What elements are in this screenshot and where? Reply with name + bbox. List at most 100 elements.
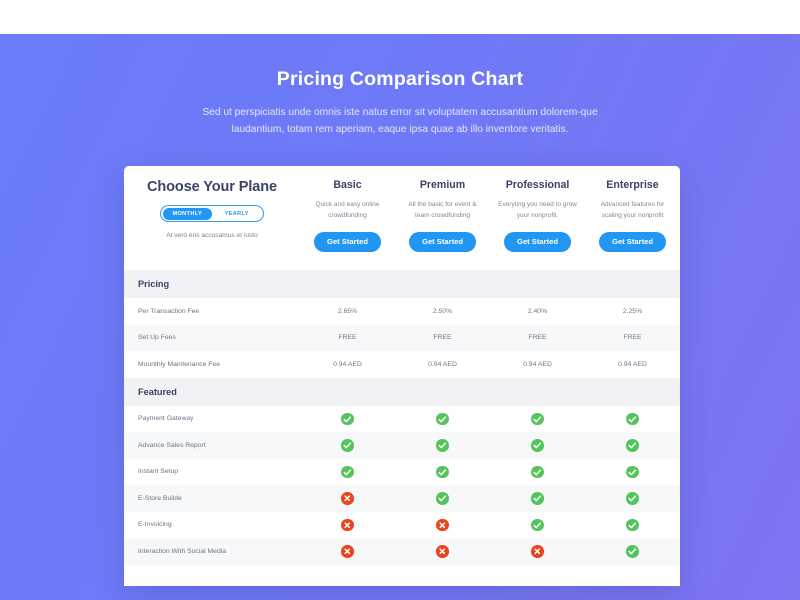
chooser-note: At vero eos accusamus et iusto <box>166 232 258 239</box>
cross-icon-cell <box>490 545 585 558</box>
page-title: Pricing Comparison Chart <box>276 68 524 90</box>
row-label: E-Invoicing <box>138 521 172 529</box>
cross-icon-cell <box>300 518 395 531</box>
plan-column-basic: Basic Quick and easy online crowdfunding… <box>300 179 395 270</box>
cross-icon-cell <box>395 518 490 531</box>
check-icon-cell <box>395 492 490 505</box>
pricing-comparison-card: Choose Your Plane MONTHLY YEARLY At vero… <box>124 166 680 586</box>
section-header-featured: Featured <box>124 377 680 406</box>
cross-icon <box>341 518 354 531</box>
row-value: FREE <box>623 334 642 342</box>
check-icon <box>626 492 639 505</box>
plan-name: Basic <box>333 179 362 191</box>
table-row: Advance Sales Report <box>124 432 680 459</box>
get-started-button-basic[interactable]: Get Started <box>314 232 381 252</box>
section-header-pricing: Pricing <box>124 270 680 298</box>
row-label: Interaction With Social Media <box>138 547 227 555</box>
check-icon-cell <box>395 439 490 452</box>
table-row: E-Store Builde <box>124 485 680 512</box>
card-header: Choose Your Plane MONTHLY YEARLY At vero… <box>124 166 680 270</box>
check-icon-cell <box>490 439 585 452</box>
row-value: 0.94 AED <box>333 360 362 368</box>
check-icon-cell <box>490 412 585 425</box>
check-icon-cell <box>585 412 680 425</box>
plan-column-enterprise: Enterprise Advanced features for scaling… <box>585 179 680 270</box>
row-label: E-Store Builde <box>138 494 182 502</box>
check-icon <box>436 439 449 452</box>
table-row: Mounthly Maintenance Fee 0.94 AED 0.94 AED… <box>124 351 680 378</box>
get-started-button-professional[interactable]: Get Started <box>504 232 571 252</box>
cross-icon <box>436 518 449 531</box>
check-icon-cell <box>490 465 585 478</box>
row-value: 2.25% <box>622 307 643 315</box>
check-icon-cell <box>300 439 395 452</box>
row-label: Advance Sales Report <box>138 441 206 449</box>
plan-column-premium: Premium All the basic for event & team c… <box>395 179 490 270</box>
check-icon-cell <box>300 465 395 478</box>
toggle-option-monthly[interactable]: MONTHLY <box>162 207 212 220</box>
plan-column-professional: Professional Everyting you need to grow … <box>490 179 585 270</box>
check-icon <box>341 439 354 452</box>
row-label: Instant Setup <box>138 468 179 476</box>
row-value: 2.65% <box>337 307 358 315</box>
get-started-button-enterprise[interactable]: Get Started <box>599 232 666 252</box>
get-started-button-premium[interactable]: Get Started <box>409 232 476 252</box>
row-value: 2.40% <box>527 307 548 315</box>
check-icon-cell <box>490 492 585 505</box>
row-value: FREE <box>528 334 547 342</box>
row-label: Set Up Fees <box>138 334 176 342</box>
table-row: Interaction With Social Media <box>124 538 680 565</box>
plan-name: Enterprise <box>606 179 659 191</box>
table-row: Instant Setup <box>124 458 680 485</box>
row-value: 0.94 AED <box>618 360 647 368</box>
check-icon-cell <box>585 545 680 558</box>
check-icon <box>531 492 544 505</box>
cross-icon <box>436 545 449 558</box>
check-icon-cell <box>585 492 680 505</box>
check-icon <box>531 412 544 425</box>
cross-icon-cell <box>300 545 395 558</box>
cross-icon <box>531 545 544 558</box>
plan-description: Everyting you need to grow your nonprofi… <box>498 201 577 219</box>
row-value: FREE <box>338 334 357 342</box>
cross-icon <box>341 492 354 505</box>
check-icon <box>531 518 544 531</box>
plan-description: Quick and easy online crowdfunding <box>315 201 380 219</box>
row-value: 0.94 AED <box>523 360 552 368</box>
page-subtitle: Sed ut perspiciatis unde omnis iste natu… <box>202 107 598 135</box>
table-row: Set Up Fees FREE FREE FREE FREE <box>124 324 680 351</box>
plan-name: Professional <box>505 179 570 191</box>
check-icon <box>626 412 639 425</box>
check-icon-cell <box>395 412 490 425</box>
table-row: E-Invoicing <box>124 511 680 538</box>
row-label: Per Transaction Fee <box>138 307 200 315</box>
check-icon <box>626 439 639 452</box>
row-label: Mounthly Maintenance Fee <box>138 360 220 368</box>
check-icon <box>341 412 354 425</box>
comparison-sections: Pricing Per Transaction Fee 2.65% 2.50% 2.40… <box>124 270 680 565</box>
toggle-option-yearly[interactable]: YEARLY <box>224 210 249 217</box>
row-value: 2.50% <box>432 307 453 315</box>
check-icon <box>436 465 449 478</box>
check-icon <box>531 465 544 478</box>
plan-description: Advanced features for scaling your nonpr… <box>600 201 665 219</box>
row-value: FREE <box>433 334 452 342</box>
plan-description: All the basic for event & team crowdfund… <box>408 201 477 219</box>
check-icon <box>626 545 639 558</box>
row-label: Payment Gateway <box>138 415 194 423</box>
cross-icon-cell <box>395 545 490 558</box>
chooser-title: Choose Your Plane <box>147 179 277 195</box>
row-value: 0.94 AED <box>428 360 457 368</box>
plan-name: Premium <box>419 179 466 191</box>
check-icon <box>626 465 639 478</box>
check-icon-cell <box>585 465 680 478</box>
billing-period-toggle[interactable]: MONTHLY YEARLY <box>160 205 264 222</box>
plan-chooser: Choose Your Plane MONTHLY YEARLY At vero… <box>124 179 300 270</box>
check-icon <box>436 492 449 505</box>
check-icon <box>626 518 639 531</box>
check-icon-cell <box>585 518 680 531</box>
table-row: Per Transaction Fee 2.65% 2.50% 2.40% 2.25% <box>124 298 680 325</box>
cross-icon-cell <box>300 492 395 505</box>
check-icon <box>436 412 449 425</box>
